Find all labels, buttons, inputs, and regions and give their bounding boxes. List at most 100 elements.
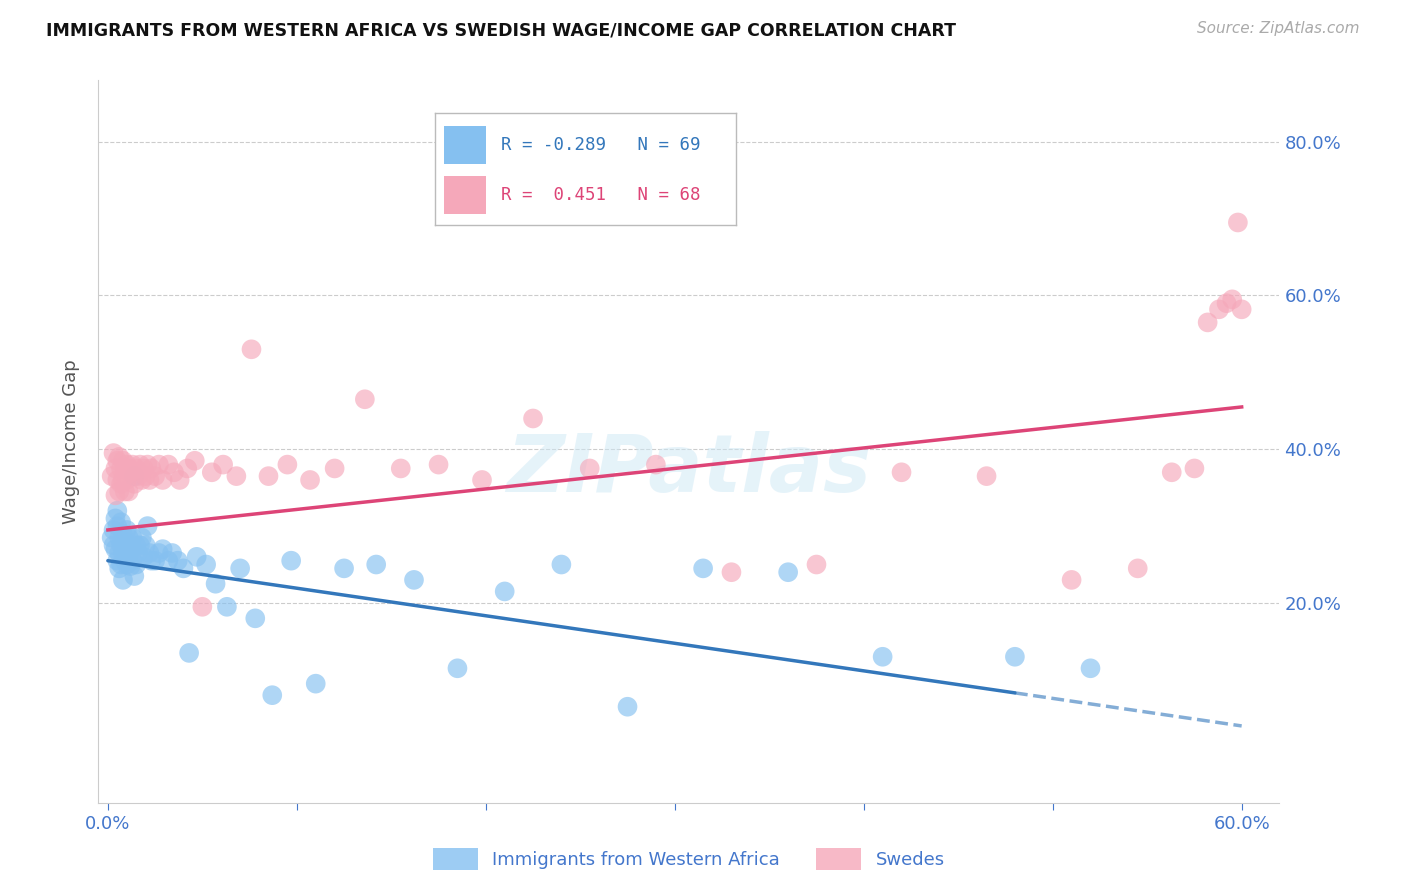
Point bbox=[778, 565, 800, 579]
Point bbox=[111, 546, 134, 560]
Point bbox=[195, 558, 218, 572]
Point bbox=[1160, 465, 1182, 479]
Point bbox=[115, 538, 138, 552]
Point bbox=[157, 458, 180, 472]
Point bbox=[118, 549, 141, 564]
Point bbox=[872, 649, 894, 664]
Point bbox=[115, 558, 138, 572]
Point bbox=[148, 458, 170, 472]
Point bbox=[136, 458, 159, 472]
Point bbox=[179, 646, 201, 660]
Point bbox=[644, 458, 666, 472]
Point bbox=[163, 465, 186, 479]
Point bbox=[103, 538, 125, 552]
Point bbox=[257, 469, 280, 483]
Point bbox=[124, 476, 146, 491]
Point bbox=[118, 484, 141, 499]
Point bbox=[1215, 296, 1237, 310]
Point bbox=[105, 504, 128, 518]
Point bbox=[494, 584, 516, 599]
Point bbox=[169, 473, 191, 487]
Point bbox=[240, 343, 263, 357]
Legend: Immigrants from Western Africa, Swedes: Immigrants from Western Africa, Swedes bbox=[426, 840, 952, 877]
Point bbox=[111, 473, 134, 487]
Point bbox=[115, 523, 138, 537]
Point bbox=[157, 554, 180, 568]
Point bbox=[138, 473, 160, 487]
Point bbox=[127, 469, 149, 483]
Point bbox=[720, 565, 742, 579]
Point bbox=[121, 554, 143, 568]
Point bbox=[471, 473, 494, 487]
Point bbox=[1230, 302, 1253, 317]
Point bbox=[143, 469, 166, 483]
Point bbox=[166, 554, 188, 568]
Point bbox=[138, 546, 160, 560]
Point bbox=[135, 538, 157, 552]
Point bbox=[1184, 461, 1206, 475]
Point bbox=[276, 458, 298, 472]
Point bbox=[110, 515, 132, 529]
Point bbox=[305, 676, 328, 690]
Point bbox=[114, 554, 136, 568]
Point bbox=[125, 558, 148, 572]
Point bbox=[402, 573, 425, 587]
Point bbox=[114, 461, 136, 475]
Point bbox=[121, 531, 143, 545]
Point bbox=[104, 542, 127, 557]
Point bbox=[132, 461, 155, 475]
Point bbox=[141, 461, 163, 475]
Text: Source: ZipAtlas.com: Source: ZipAtlas.com bbox=[1197, 21, 1360, 37]
Point bbox=[135, 469, 157, 483]
Point bbox=[446, 661, 468, 675]
Point bbox=[550, 558, 572, 572]
Point bbox=[120, 559, 142, 574]
Point bbox=[111, 526, 134, 541]
Point bbox=[103, 446, 125, 460]
Point bbox=[110, 461, 132, 475]
Point bbox=[108, 450, 131, 464]
Point bbox=[172, 561, 194, 575]
Point bbox=[366, 558, 388, 572]
Point bbox=[692, 561, 714, 575]
Point bbox=[616, 699, 638, 714]
Point bbox=[201, 465, 224, 479]
Point bbox=[124, 469, 146, 483]
Point bbox=[212, 458, 235, 472]
Point bbox=[141, 554, 163, 568]
Point bbox=[245, 611, 267, 625]
Point bbox=[152, 542, 174, 557]
Point bbox=[105, 554, 128, 568]
Point bbox=[215, 599, 238, 614]
Point bbox=[229, 561, 252, 575]
Point bbox=[103, 523, 125, 537]
Point bbox=[104, 461, 127, 475]
Point bbox=[104, 511, 127, 525]
Point bbox=[354, 392, 377, 407]
Point bbox=[118, 531, 141, 545]
Point bbox=[131, 473, 153, 487]
Point bbox=[125, 538, 148, 552]
Point bbox=[143, 554, 166, 568]
Point bbox=[105, 454, 128, 468]
Point bbox=[323, 461, 346, 475]
Point bbox=[191, 599, 214, 614]
Point bbox=[121, 458, 143, 472]
Point bbox=[108, 531, 131, 545]
Point bbox=[105, 519, 128, 533]
Text: ZIPatlas: ZIPatlas bbox=[506, 432, 872, 509]
Point bbox=[120, 542, 142, 557]
Y-axis label: Wage/Income Gap: Wage/Income Gap bbox=[62, 359, 80, 524]
Point bbox=[225, 469, 247, 483]
Point bbox=[114, 484, 136, 499]
Point bbox=[108, 561, 131, 575]
Point bbox=[427, 458, 450, 472]
Point bbox=[578, 461, 600, 475]
Point bbox=[125, 461, 148, 475]
Point bbox=[148, 546, 170, 560]
Point bbox=[1220, 293, 1243, 307]
Point bbox=[105, 473, 128, 487]
Point bbox=[129, 538, 152, 552]
Point bbox=[389, 461, 412, 475]
Point bbox=[152, 473, 174, 487]
